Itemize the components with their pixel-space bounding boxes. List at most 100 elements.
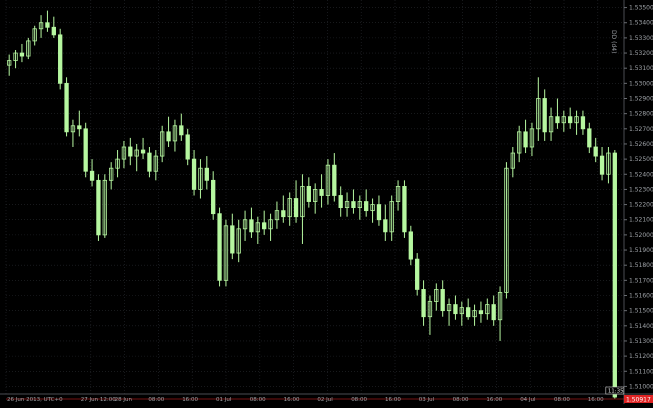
time-tick-label: 16:00 [385, 397, 401, 403]
price-tick-label: 1.53400 [629, 20, 653, 27]
candle [274, 201, 280, 229]
candle-body [332, 164, 337, 196]
candle [523, 119, 528, 154]
price-tick-label: 1.53300 [629, 35, 653, 42]
candle [281, 195, 286, 223]
candle [7, 54, 12, 76]
candle-body [287, 198, 292, 218]
candle [211, 171, 216, 220]
candle [268, 213, 273, 241]
candle-body [402, 185, 407, 233]
time-tick-label: 28 Jun [115, 397, 133, 403]
candle [459, 301, 464, 326]
candle [472, 304, 477, 326]
candle-body [389, 201, 394, 233]
candle-body [198, 167, 203, 190]
candle [128, 137, 133, 166]
candle [58, 28, 63, 90]
candle-body [166, 131, 171, 142]
candle [415, 253, 420, 296]
candle [223, 219, 229, 287]
candle [357, 195, 362, 220]
price-tick-label: 1.52000 [629, 232, 653, 239]
candle [70, 119, 76, 147]
candle [51, 16, 56, 38]
candle-body [568, 116, 573, 124]
candle [446, 298, 452, 326]
candle-body [204, 167, 209, 181]
price-tick-label: 1.52800 [629, 111, 653, 118]
candle [77, 110, 82, 137]
candle [313, 183, 318, 214]
bid-price-badge [624, 395, 653, 404]
candle [440, 280, 445, 317]
candle [38, 15, 44, 38]
price-tick-label: 1.52900 [629, 96, 653, 103]
time-tick-label: 16:00 [284, 397, 300, 403]
candle [434, 283, 439, 311]
candle [109, 162, 114, 190]
candle-body [102, 179, 107, 236]
candle [198, 159, 203, 199]
candle-body [217, 213, 222, 281]
candle [395, 180, 401, 211]
candle-body [427, 301, 433, 318]
candle [561, 110, 566, 132]
price-tick-label: 1.53000 [629, 80, 653, 87]
candle [383, 204, 388, 241]
time-tick-label: 01 Jul [216, 397, 232, 403]
candle-body [185, 134, 190, 160]
candle-body [172, 125, 178, 142]
candle [293, 180, 299, 223]
candle [325, 159, 331, 205]
price-tick-label: 1.51600 [629, 293, 653, 300]
candle-body [459, 307, 464, 315]
candle [287, 192, 292, 226]
candle-body [364, 201, 369, 212]
candle [166, 116, 171, 147]
time-tick-label: 08:00 [554, 397, 570, 403]
candle [364, 189, 369, 217]
candle-body [555, 116, 560, 124]
candle-body [96, 179, 101, 236]
price-tick-label: 1.52400 [629, 171, 653, 178]
time-tick-label: 03 Jul [419, 397, 435, 403]
candle-body [115, 158, 120, 169]
candle [376, 195, 382, 226]
candle-body [38, 22, 44, 30]
candle-body [523, 131, 528, 148]
candle-body [51, 26, 56, 36]
price-axis[interactable]: 1.53500 1.53400 1.53300 1.53200 1.53100 1.530… [623, 0, 653, 404]
candle [332, 153, 337, 202]
candle [236, 219, 241, 263]
candle-body [344, 201, 350, 209]
candle [338, 186, 343, 217]
candle-body [504, 167, 509, 293]
candle-body [376, 204, 382, 221]
candle-body [255, 222, 260, 233]
candle-body [249, 219, 254, 233]
candle [191, 150, 197, 196]
candle [262, 210, 267, 235]
time-tick-label: 16:00 [486, 397, 502, 403]
candle [160, 125, 165, 163]
candle-body [466, 307, 471, 318]
candle [612, 150, 617, 399]
candle-body [517, 131, 522, 154]
candle-body [293, 198, 299, 218]
price-tick-label: 1.51000 [629, 383, 653, 390]
candle-body [319, 189, 324, 196]
candle-body [313, 189, 318, 202]
candle [96, 174, 101, 241]
candles-layer [7, 10, 617, 399]
candle-body [485, 304, 490, 315]
price-tick-label: 1.52700 [629, 126, 653, 133]
cursor-time-label: 11:35 [608, 389, 624, 395]
candle-body [338, 195, 343, 209]
candle-body [421, 289, 426, 318]
candle-body [306, 185, 311, 202]
candle-body [599, 155, 605, 175]
